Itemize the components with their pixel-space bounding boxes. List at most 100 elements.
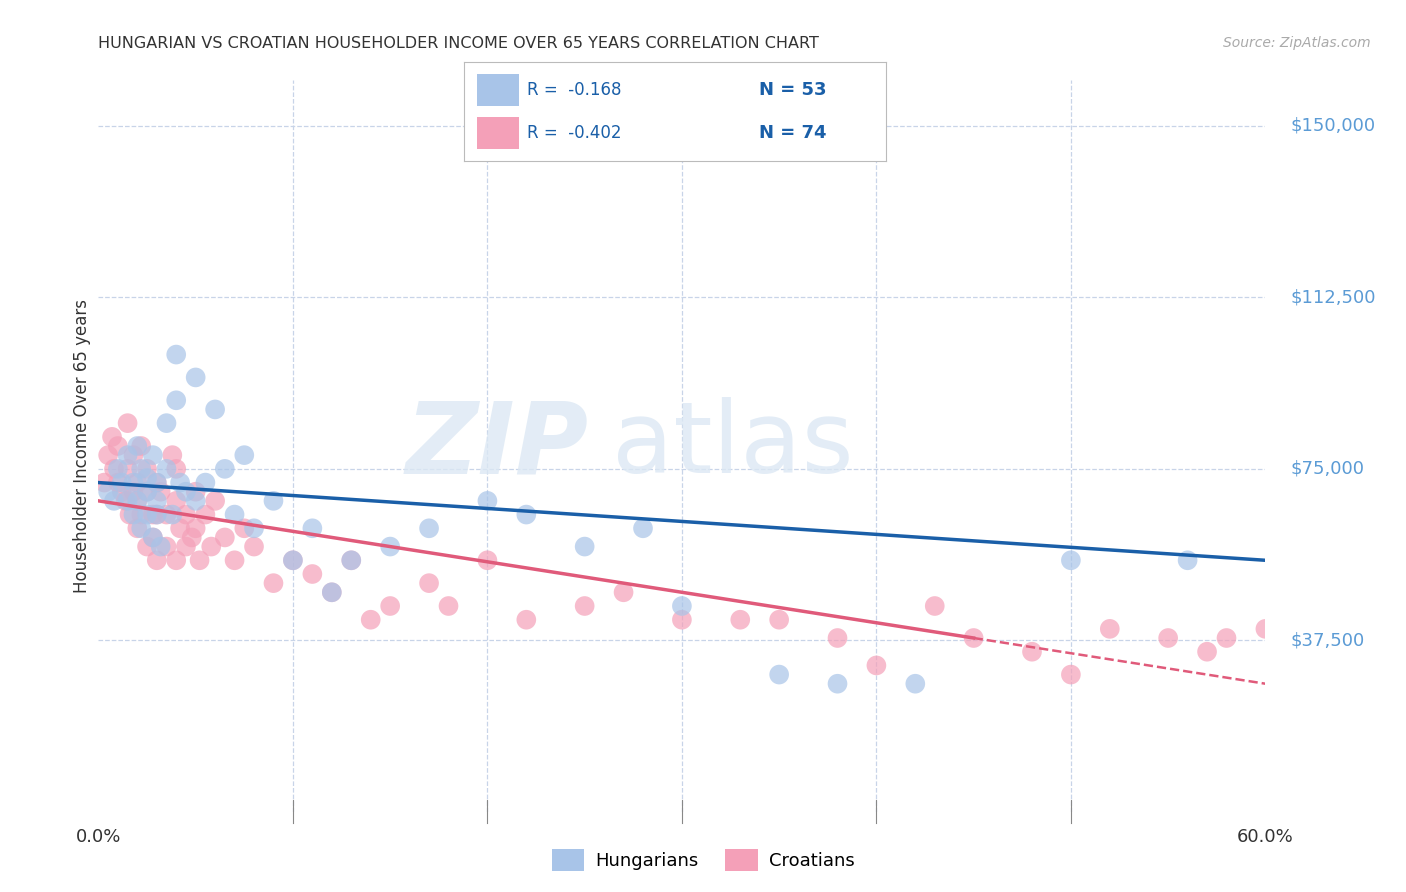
Point [437, 599, 460, 613]
Point [321, 585, 343, 599]
Point [180, 530, 202, 544]
Text: atlas: atlas [612, 398, 853, 494]
Point [418, 521, 440, 535]
Point [340, 553, 363, 567]
Point [122, 484, 145, 499]
Point [865, 658, 887, 673]
Point [418, 576, 440, 591]
Point [127, 493, 149, 508]
Point [127, 493, 149, 508]
Point [1021, 645, 1043, 659]
Point [146, 553, 169, 567]
Point [574, 599, 596, 613]
Point [146, 508, 169, 522]
Point [224, 508, 246, 522]
Point [129, 508, 152, 522]
Point [165, 393, 187, 408]
Point [204, 493, 226, 508]
Point [149, 540, 172, 554]
Point [1177, 553, 1199, 567]
Point [129, 462, 152, 476]
Point [162, 448, 184, 462]
Point [103, 493, 125, 508]
Point [142, 530, 165, 544]
Point [122, 475, 145, 490]
Point [194, 475, 217, 490]
Point [107, 475, 129, 490]
Text: N = 74: N = 74 [759, 124, 827, 142]
Point [136, 540, 159, 554]
Text: ZIP: ZIP [405, 398, 589, 494]
Point [174, 540, 197, 554]
Point [262, 576, 284, 591]
Point [962, 631, 984, 645]
Point [155, 508, 177, 522]
Point [114, 493, 136, 508]
Point [378, 599, 402, 613]
Point [122, 508, 145, 522]
Point [165, 553, 187, 567]
Point [136, 484, 159, 499]
Point [127, 521, 149, 535]
Point [107, 439, 129, 453]
Point [93, 475, 115, 490]
Point [200, 540, 222, 554]
Text: $37,500: $37,500 [1291, 632, 1365, 649]
Point [1215, 631, 1237, 645]
Point [111, 475, 134, 490]
Point [360, 613, 382, 627]
Point [378, 540, 402, 554]
Point [142, 530, 165, 544]
Point [174, 508, 197, 522]
Point [1157, 631, 1180, 645]
Text: R =  -0.402: R = -0.402 [527, 124, 621, 142]
Point [827, 676, 849, 690]
Point [574, 540, 596, 554]
Point [214, 462, 236, 476]
Point [103, 462, 125, 476]
Point [301, 521, 323, 535]
Point [97, 484, 120, 499]
Point [127, 475, 149, 490]
Point [730, 613, 752, 627]
Point [146, 475, 169, 490]
Text: $75,000: $75,000 [1291, 460, 1365, 478]
Text: R =  -0.168: R = -0.168 [527, 81, 621, 99]
Point [165, 493, 187, 508]
Point [169, 475, 191, 490]
Point [184, 370, 207, 384]
Point [262, 493, 284, 508]
Point [827, 631, 849, 645]
Point [243, 540, 266, 554]
Point [904, 676, 927, 690]
Point [1254, 622, 1277, 636]
Point [146, 475, 169, 490]
Text: $112,500: $112,500 [1291, 288, 1376, 307]
Point [631, 521, 654, 535]
Bar [477, 118, 519, 149]
Point [768, 613, 790, 627]
Point [136, 508, 159, 522]
Point [117, 448, 139, 462]
Point [136, 484, 159, 499]
Point [204, 402, 226, 417]
Point [169, 521, 191, 535]
Point [122, 448, 145, 462]
Point [146, 493, 169, 508]
Point [136, 462, 159, 476]
Point [671, 613, 693, 627]
Point [612, 585, 634, 599]
Point [155, 462, 177, 476]
Point [768, 667, 790, 681]
Point [184, 521, 207, 535]
Point [515, 508, 537, 522]
Point [162, 508, 184, 522]
Point [118, 508, 141, 522]
Point [340, 553, 363, 567]
Point [924, 599, 946, 613]
Point [165, 348, 187, 362]
Point [301, 567, 323, 582]
Point [321, 585, 343, 599]
Point [97, 448, 120, 462]
Point [233, 448, 256, 462]
